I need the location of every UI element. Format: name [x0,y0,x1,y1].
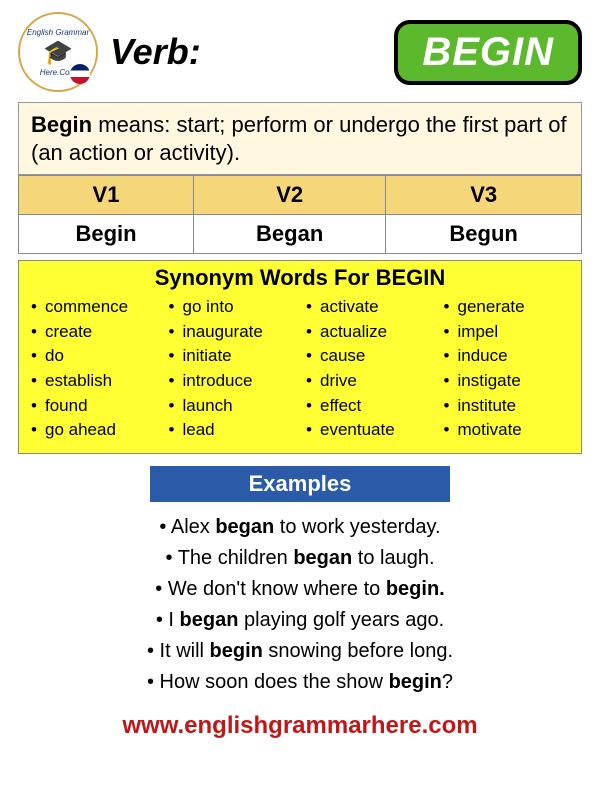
synonym-item: effect [304,394,434,419]
synonym-column-4: generateimpelinduceinstigateinstitutemot… [442,295,572,443]
synonym-column-2: go intoinaugurateinitiateintroducelaunch… [167,295,297,443]
synonym-item: actualize [304,320,434,345]
form-header-v2: V2 [194,176,386,215]
uk-flag-icon [70,64,90,84]
definition-text: means: start; perform or undergo the fir… [31,112,567,165]
synonym-item: instigate [442,369,572,394]
verb-label: Verb: [110,31,201,73]
form-value-v2: Began [194,215,386,254]
site-logo: English Grammar 🎓 Here.Com [18,12,98,92]
synonym-item: induce [442,344,572,369]
synonym-item: establish [29,369,159,394]
synonym-item: found [29,394,159,419]
synonym-item: introduce [167,369,297,394]
synonym-item: go ahead [29,418,159,443]
synonym-item: initiate [167,344,297,369]
verb-badge: BEGIN [394,20,582,85]
form-value-v1: Begin [19,215,194,254]
definition-word: Begin [31,112,92,137]
synonym-item: cause [304,344,434,369]
synonym-item: drive [304,369,434,394]
examples-header: Examples [150,466,450,502]
definition-box: Begin means: start; perform or undergo t… [18,102,582,175]
synonym-item: create [29,320,159,345]
example-item: I began playing golf years ago. [18,605,582,636]
example-item: How soon does the show begin? [18,667,582,698]
synonym-item: institute [442,394,572,419]
example-item: The children began to laugh. [18,543,582,574]
synonym-item: activate [304,295,434,320]
synonym-item: commence [29,295,159,320]
examples-list: Alex began to work yesterday.The childre… [18,512,582,698]
synonyms-box: Synonym Words For BEGIN commencecreatedo… [18,260,582,454]
synonym-item: eventuate [304,418,434,443]
form-header-v1: V1 [19,176,194,215]
synonym-item: motivate [442,418,572,443]
forms-value-row: Begin Began Begun [19,215,582,254]
header: English Grammar 🎓 Here.Com Verb: BEGIN [18,12,582,92]
forms-header-row: V1 V2 V3 [19,176,582,215]
example-item: It will begin snowing before long. [18,636,582,667]
synonym-item: do [29,344,159,369]
form-header-v3: V3 [386,176,582,215]
synonym-column-1: commencecreatedoestablishfoundgo ahead [29,295,159,443]
synonym-item: impel [442,320,572,345]
example-item: We don't know where to begin. [18,574,582,605]
verb-forms-table: V1 V2 V3 Begin Began Begun [18,175,582,254]
graduation-cap-icon: 🎓 [43,38,73,67]
form-value-v3: Begun [386,215,582,254]
synonym-item: lead [167,418,297,443]
synonym-item: generate [442,295,572,320]
synonym-item: go into [167,295,297,320]
footer-url: www.englishgrammarhere.com [18,712,582,740]
title-group: Verb: BEGIN [110,20,582,85]
synonyms-grid: commencecreatedoestablishfoundgo ahead g… [29,295,571,443]
synonym-column-3: activateactualizecausedriveeffecteventua… [304,295,434,443]
example-item: Alex began to work yesterday. [18,512,582,543]
synonym-item: inaugurate [167,320,297,345]
synonym-item: launch [167,394,297,419]
logo-text-top: English Grammar [27,28,89,37]
synonyms-title: Synonym Words For BEGIN [29,265,571,291]
